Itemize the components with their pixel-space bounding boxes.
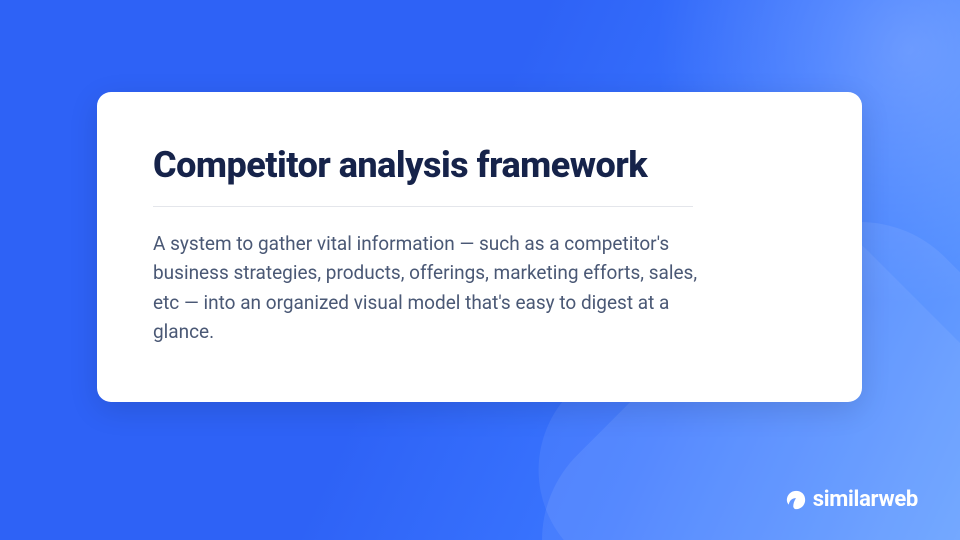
brand-icon	[785, 489, 807, 511]
brand-name: similarweb	[813, 487, 918, 512]
brand-logo: similarweb	[785, 487, 918, 512]
card-body: A system to gather vital information — s…	[153, 229, 713, 347]
content-card: Competitor analysis framework A system t…	[97, 92, 862, 402]
card-divider	[153, 206, 693, 207]
card-title: Competitor analysis framework	[153, 144, 798, 186]
